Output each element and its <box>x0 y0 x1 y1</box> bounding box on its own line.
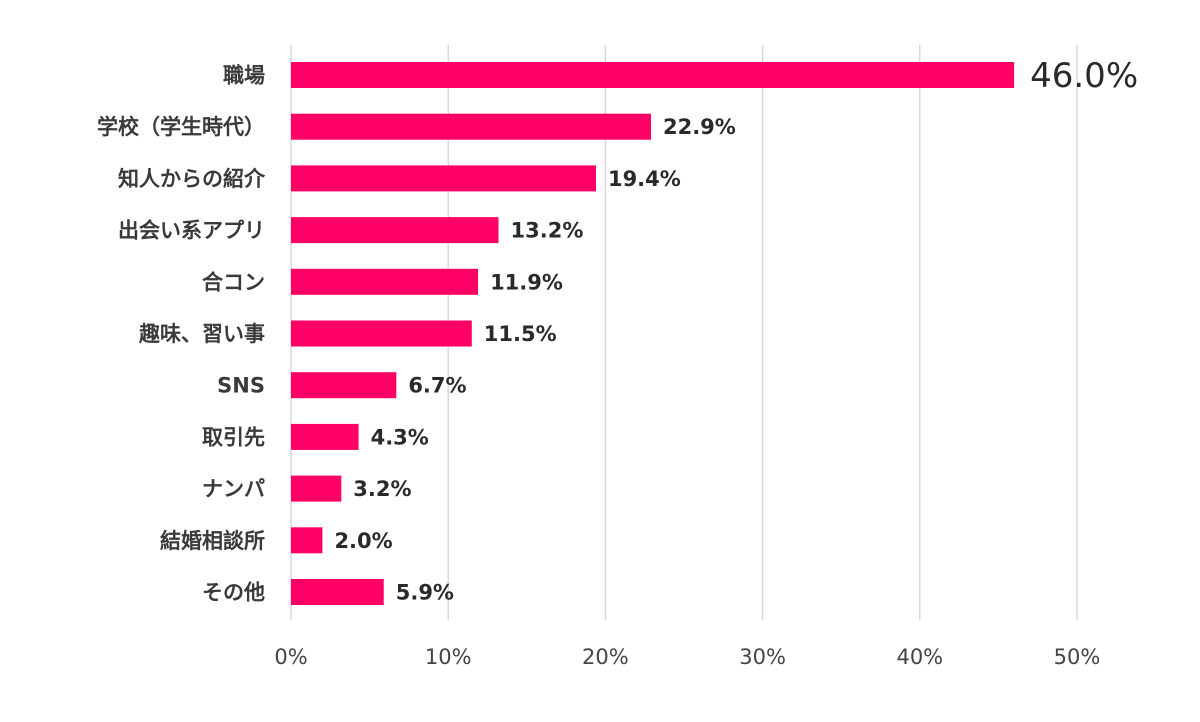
category-label: 合コン <box>202 270 265 294</box>
value-label: 6.7% <box>408 374 466 398</box>
value-label: 22.9% <box>663 115 736 139</box>
value-labels: 46.0% 22.9% 19.4% 13.2% 11.9% 11.5% 6.7% 4.3% 3.… <box>334 56 1138 605</box>
bar <box>291 475 342 502</box>
bar <box>291 268 479 295</box>
category-label: 取引先 <box>202 425 265 449</box>
category-label: その他 <box>202 581 265 605</box>
category-label: 出会い系アプリ <box>118 219 265 243</box>
value-label: 2.0% <box>334 529 392 553</box>
x-tick-label: 40% <box>896 645 943 669</box>
value-label: 13.2% <box>511 219 584 243</box>
bar <box>291 113 651 140</box>
value-label: 3.2% <box>353 477 411 501</box>
bar <box>291 579 384 605</box>
x-tick-label: 30% <box>739 645 786 669</box>
category-label: 結婚相談所 <box>160 529 265 553</box>
value-label: 4.3% <box>371 425 429 449</box>
value-label: 19.4% <box>608 167 681 191</box>
category-label: SNS <box>217 374 265 398</box>
value-label: 5.9% <box>396 581 454 605</box>
x-tick-label: 50% <box>1054 645 1101 669</box>
value-label: 11.9% <box>490 270 563 294</box>
category-label: 職場 <box>223 64 265 88</box>
bar <box>291 423 359 450</box>
x-tick-label: 10% <box>425 645 472 669</box>
bar <box>291 527 323 554</box>
category-label: 知人からの紹介 <box>118 167 266 191</box>
category-label: 趣味、習い事 <box>138 322 265 346</box>
value-label: 11.5% <box>484 322 557 346</box>
bar <box>291 372 397 399</box>
gridlines <box>290 45 1078 620</box>
category-label: 学校（学生時代） <box>97 115 265 139</box>
x-tick-label: 0% <box>274 645 307 669</box>
bar <box>291 62 1015 88</box>
value-label: 46.0% <box>1030 56 1138 96</box>
bars <box>291 62 1015 605</box>
bar <box>291 320 472 347</box>
category-label: ナンパ <box>202 477 265 501</box>
x-tick-label: 20% <box>582 645 629 669</box>
x-tick-labels: 0% 10% 20% 30% 40% 50% <box>274 645 1100 669</box>
bar <box>291 165 596 192</box>
bar <box>291 217 499 244</box>
